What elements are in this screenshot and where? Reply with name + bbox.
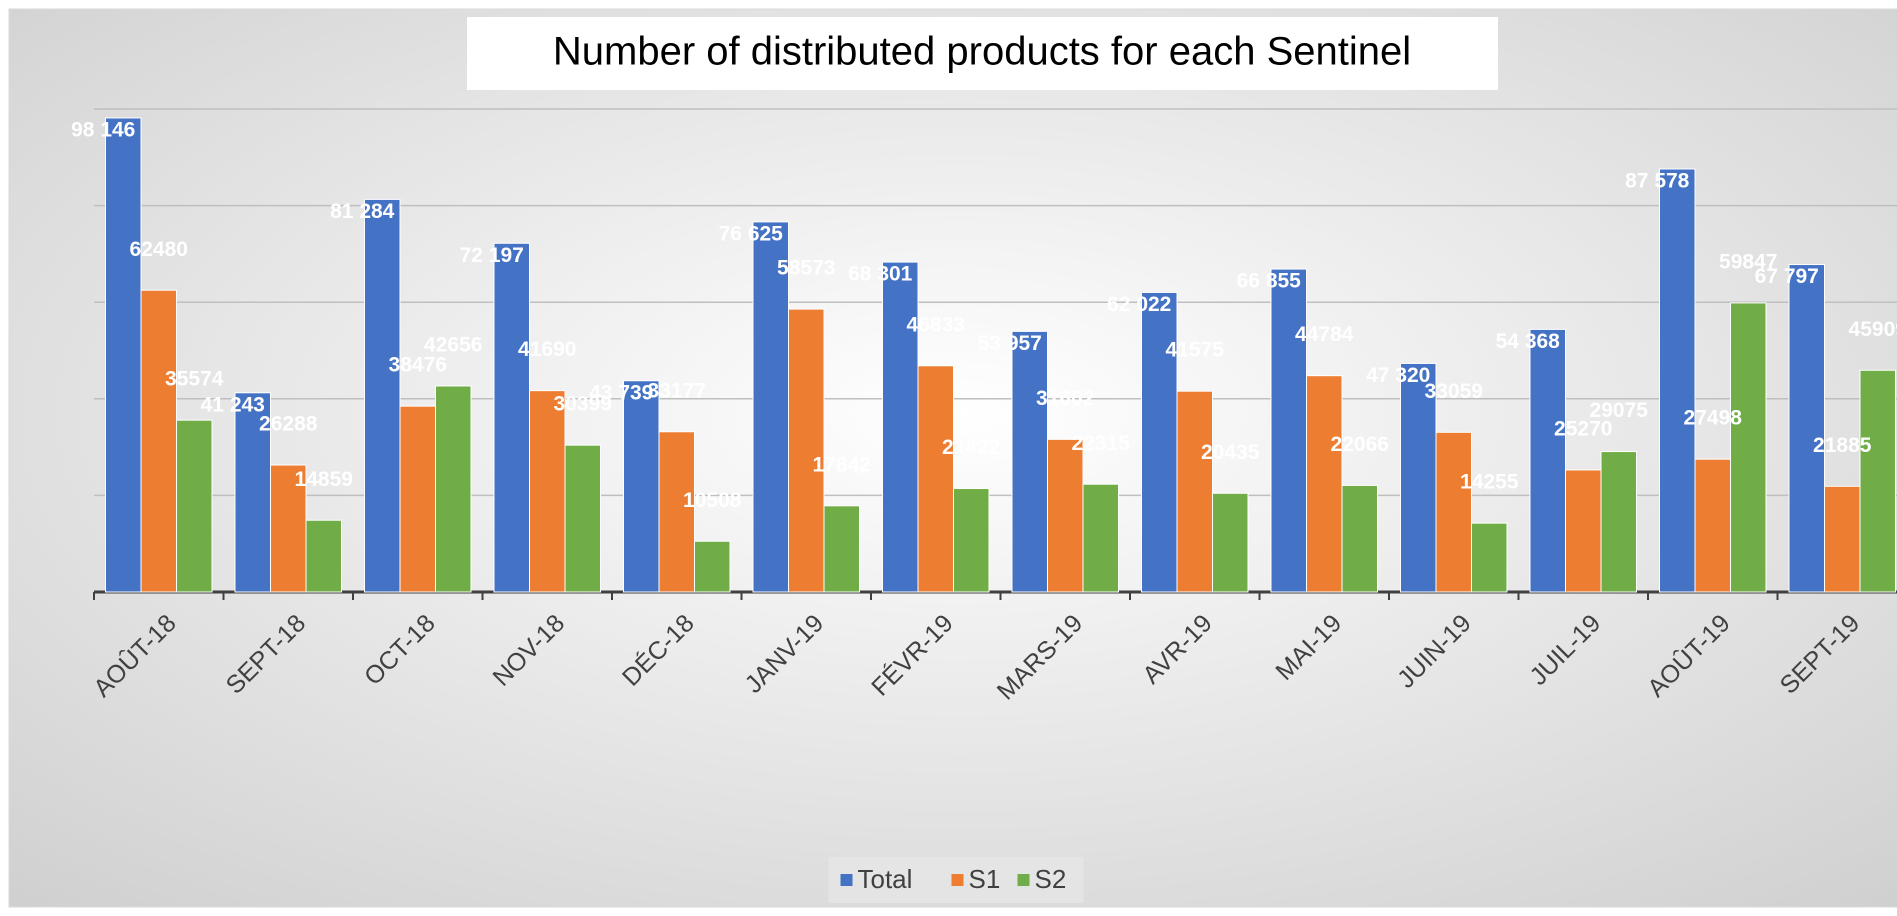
- data-label: 43 739: [589, 381, 653, 404]
- bar: [1435, 431, 1472, 593]
- data-label: 62480: [130, 238, 188, 261]
- data-label: 33177: [648, 379, 706, 402]
- data-label: 45909: [1849, 318, 1897, 341]
- data-label: 66 855: [1237, 270, 1302, 293]
- bar: [1047, 438, 1084, 593]
- bar: [1306, 375, 1343, 593]
- legend-label: Total: [858, 864, 913, 894]
- bar: [176, 419, 213, 593]
- bar: [1400, 362, 1437, 593]
- bar: [529, 390, 566, 593]
- data-label: 81 284: [330, 200, 395, 223]
- data-label: 22315: [1072, 432, 1131, 455]
- data-label: 25270: [1554, 417, 1612, 440]
- title-box: [467, 17, 1498, 90]
- data-label: 59847: [1719, 250, 1777, 273]
- bar: [1730, 302, 1767, 593]
- data-label: 35574: [165, 368, 224, 391]
- chart-title: Number of distributed products for each …: [553, 30, 1411, 74]
- legend-swatch: [840, 874, 853, 886]
- bar: [364, 198, 401, 593]
- data-label: 87 578: [1625, 170, 1690, 193]
- legend-swatch: [951, 874, 964, 886]
- data-label: 41 243: [201, 393, 265, 416]
- data-label: 72 197: [460, 244, 524, 267]
- bar: [1788, 264, 1825, 593]
- bar: [1824, 485, 1861, 593]
- bar: [435, 385, 472, 593]
- data-label: 58573: [777, 257, 835, 280]
- bar: [1600, 451, 1637, 593]
- bar: [1659, 168, 1696, 593]
- data-label: 41575: [1166, 339, 1225, 362]
- bar: [140, 289, 177, 593]
- bar: [1212, 492, 1249, 593]
- bar: [694, 540, 731, 593]
- data-label: 29075: [1590, 399, 1649, 422]
- legend-label: S1: [969, 864, 1001, 894]
- data-label: 44784: [1295, 323, 1354, 346]
- data-label: 67 797: [1755, 265, 1819, 288]
- data-label: 98 146: [71, 119, 135, 142]
- bar: [564, 444, 601, 593]
- bar: [1859, 369, 1896, 593]
- bar: [1529, 328, 1566, 593]
- bar: [953, 488, 990, 593]
- bar: [823, 505, 860, 593]
- data-label: 54 368: [1496, 330, 1561, 353]
- data-label: 26288: [259, 413, 318, 436]
- bar: [882, 261, 919, 593]
- bar: [305, 519, 342, 593]
- bar: [1082, 483, 1119, 593]
- data-label: 21885: [1813, 434, 1872, 457]
- data-label: 10508: [683, 489, 742, 512]
- bar: [1471, 522, 1508, 593]
- bar: [234, 392, 271, 593]
- legend-label: S2: [1035, 864, 1067, 894]
- data-label: 30399: [554, 393, 612, 416]
- data-label: 31602: [1036, 387, 1094, 410]
- data-label: 33059: [1425, 380, 1483, 403]
- data-label: 42656: [424, 334, 482, 357]
- data-label: 38476: [389, 354, 447, 377]
- bar: [752, 221, 789, 593]
- data-label: 68 301: [848, 263, 913, 286]
- data-label: 53 957: [978, 332, 1042, 355]
- bar: [1270, 268, 1307, 593]
- bar: [1141, 291, 1178, 593]
- bar: [493, 242, 530, 593]
- bar: [1694, 458, 1731, 593]
- data-label: 47 320: [1366, 364, 1430, 387]
- bar: [917, 365, 954, 593]
- data-label: 22066: [1331, 433, 1389, 456]
- legend-swatch: [1017, 874, 1030, 886]
- data-label: 41690: [518, 338, 576, 361]
- data-label: 14255: [1460, 471, 1519, 494]
- data-label: 27498: [1684, 407, 1743, 430]
- bar: [658, 431, 695, 593]
- bar: [788, 308, 825, 593]
- bar: [1011, 330, 1048, 593]
- bar: [105, 117, 142, 593]
- bar: [399, 405, 436, 593]
- bar: [623, 380, 660, 593]
- bar: [1341, 484, 1378, 593]
- data-label: 20435: [1201, 441, 1260, 464]
- data-label: 76 625: [719, 222, 784, 245]
- data-label: 46833: [907, 313, 965, 336]
- data-label: 17842: [813, 453, 871, 476]
- data-label: 14859: [295, 468, 353, 491]
- bar: [1565, 469, 1602, 593]
- bar: [270, 464, 307, 593]
- data-label: 62 022: [1107, 293, 1171, 316]
- bar: [1176, 390, 1213, 593]
- data-label: 21422: [942, 436, 1000, 459]
